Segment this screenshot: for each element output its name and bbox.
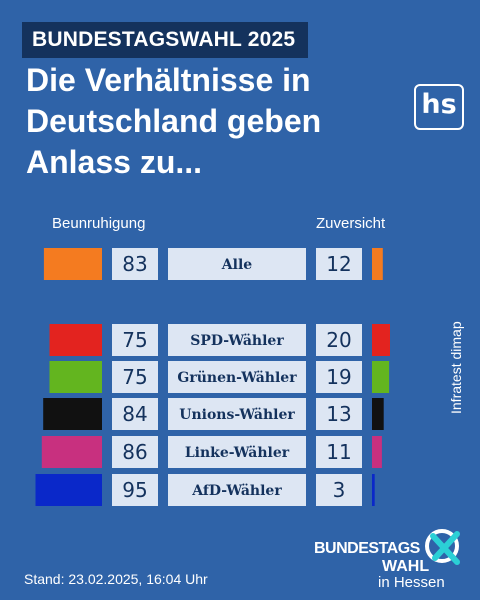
beunruhigung-bar: [49, 361, 102, 393]
beunruhigung-bar: [43, 398, 102, 430]
beunruhigung-bar: [43, 248, 102, 280]
beunruhigung-bar: [49, 324, 102, 356]
zuversicht-value-box: [316, 324, 362, 356]
kicker-label: BUNDESTAGSWAHL 2025: [22, 22, 308, 58]
zuversicht-value-box: [316, 248, 362, 280]
ballot-cross-icon: [425, 529, 460, 565]
group-label-box: [168, 436, 306, 468]
beunruhigung-value: 83: [122, 252, 147, 276]
group-label-box: [168, 398, 306, 430]
brand-line-3: in Hessen: [378, 574, 445, 591]
brand-line-1: BUNDESTAGS: [314, 540, 420, 557]
beunruhigung-value: 86: [122, 440, 147, 464]
group-label-box: [168, 324, 306, 356]
headline-line-1: Die Verhältnisse in: [26, 62, 311, 98]
beunruhigung-value: 95: [122, 478, 147, 502]
zuversicht-value: 11: [326, 440, 351, 464]
beunruhigung-value-box: [112, 324, 158, 356]
beunruhigung-value-box: [112, 398, 158, 430]
zuversicht-value: 3: [333, 478, 346, 502]
zuversicht-bar: [372, 248, 383, 280]
headline-line-3: Anlass zu...: [26, 144, 203, 180]
headline-line-2: Deutschland geben: [26, 103, 322, 139]
zuversicht-bar: [372, 324, 390, 356]
beunruhigung-value: 84: [122, 402, 147, 426]
zuversicht-value-box: [316, 474, 362, 506]
zuversicht-value: 12: [326, 252, 351, 276]
zuversicht-bar: [372, 474, 375, 506]
source-credit: Infratest dimap: [448, 321, 464, 414]
group-label: Unions-Wähler: [179, 407, 295, 423]
zuversicht-bar: [372, 398, 384, 430]
hs-logo: hs: [414, 84, 464, 130]
group-label: Grünen-Wähler: [177, 370, 297, 386]
zuversicht-value: 20: [326, 328, 351, 352]
zuversicht-bar: [372, 436, 382, 468]
group-label-box: [168, 361, 306, 393]
beunruhigung-value: 75: [122, 328, 147, 352]
beunruhigung-bar: [35, 474, 102, 506]
bundestagswahl-hessen-logo: BUNDESTAGS WAHL in Hessen: [310, 526, 470, 594]
beunruhigung-value-box: [112, 248, 158, 280]
group-label-box: [168, 474, 306, 506]
group-label: Alle: [221, 257, 252, 273]
beunruhigung-bar: [41, 436, 102, 468]
right-column-label: Zuversicht: [316, 215, 386, 232]
group-label-box: [168, 248, 306, 280]
beunruhigung-value-box: [112, 361, 158, 393]
timestamp: Stand: 23.02.2025, 16:04 Uhr: [24, 571, 208, 587]
brand-line-2: WAHL: [382, 558, 430, 575]
beunruhigung-value: 75: [122, 365, 147, 389]
group-label: AfD-Wähler: [191, 483, 282, 499]
zuversicht-value-box: [316, 361, 362, 393]
zuversicht-value-box: [316, 436, 362, 468]
beunruhigung-value-box: [112, 436, 158, 468]
left-column-label: Beunruhigung: [52, 215, 146, 232]
headline: Die Verhältnisse in Deutschland geben An…: [26, 60, 406, 183]
beunruhigung-value-box: [112, 474, 158, 506]
group-label: Linke-Wähler: [185, 445, 290, 461]
zuversicht-value-box: [316, 398, 362, 430]
zuversicht-value: 19: [326, 365, 351, 389]
group-label: SPD-Wähler: [190, 333, 284, 349]
zuversicht-bar: [372, 361, 390, 393]
zuversicht-value: 13: [326, 402, 351, 426]
